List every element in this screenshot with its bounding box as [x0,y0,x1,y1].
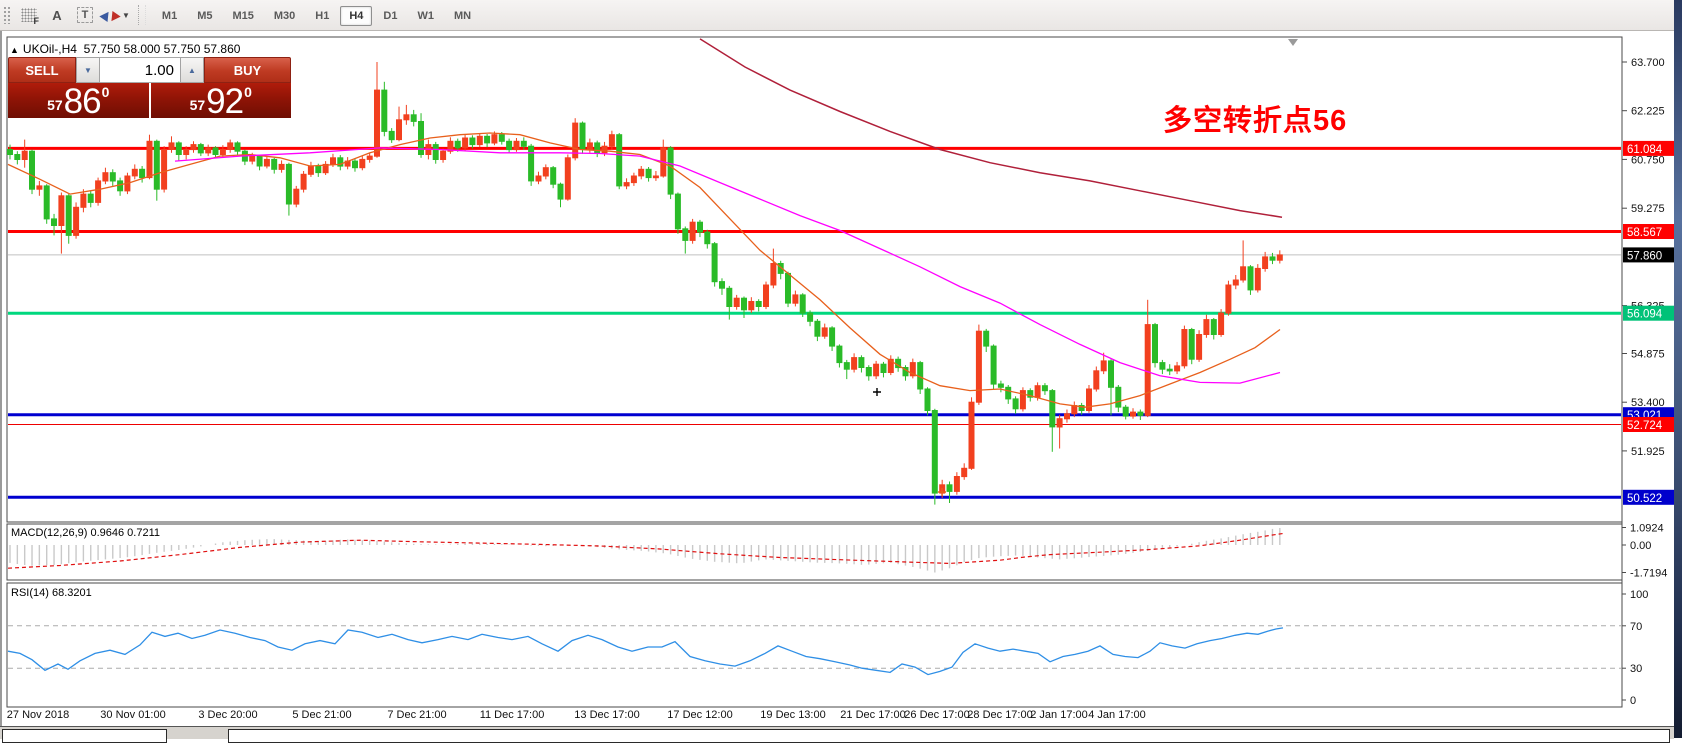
symbol-period: UKOil-,H4 [22,42,77,56]
one-click-trading-widget: SELL ▼ ▲ BUY 57 86 0 57 92 0 [8,57,291,118]
buy-button[interactable]: BUY [204,57,291,83]
draw-objects-icon[interactable]: ▼ [99,3,131,27]
time-axis-label: 21 Dec 17:00 [840,709,906,721]
timeframe-button-m5[interactable]: M5 [197,10,213,22]
time-axis-label: 7 Dec 21:00 [387,709,447,721]
timeframe-button-m30[interactable]: M30 [273,10,296,22]
timeframe-button-w1[interactable]: W1 [417,10,434,22]
bottom-tabs-strip [0,726,1674,743]
desktop-edge-strip [1674,0,1682,738]
time-axis-label: 30 Nov 01:00 [100,709,166,721]
right-shift-triangle-icon[interactable] [1288,39,1298,46]
rsi-indicator-label: RSI(14) 68.3201 [11,587,92,599]
volume-decrease-button[interactable]: ▼ [76,57,100,83]
time-axis-label: 27 Nov 2018 [6,709,70,721]
chart-text-annotation: 多空转折点56 [1163,105,1348,137]
time-axis-label: 11 Dec 17:00 [479,709,545,721]
text-box-icon[interactable]: T [72,3,98,27]
time-axis-label: 13 Dec 17:00 [574,709,640,721]
chart-tab[interactable] [2,729,167,743]
chart-window [0,31,1676,738]
timeframe-button-m1[interactable]: M1 [161,10,178,22]
sell-button[interactable]: SELL [8,57,76,83]
volume-input[interactable] [100,57,180,83]
timeframe-button-m15[interactable]: M15 [232,10,254,22]
chart-title: ▲ UKOil-,H4 57.750 58.000 57.750 57.860 [10,42,240,56]
sell-price-panel[interactable]: 57 86 0 [8,83,149,118]
timeframe-button-d1[interactable]: D1 [383,10,398,22]
toolbar: F A T ▼ M1 M5 M15 M30 H1 H4 D1 W1 MN [0,0,1674,31]
macd-indicator-label: MACD(12,26,9) 0.9646 0.7211 [11,527,160,539]
toolbar-separator [137,5,146,25]
timeframe-button-h1[interactable]: H1 [315,10,330,22]
time-axis: 27 Nov 2018 30 Nov 01:00 3 Dec 20:00 5 Dec … [0,709,1674,725]
collapse-icon[interactable]: ▲ [10,45,19,55]
dropdown-caret-icon: ▼ [122,10,130,20]
chart-template-icon[interactable]: F [16,3,42,27]
volume-increase-button[interactable]: ▲ [180,57,204,83]
grid-glyph: F [21,8,39,26]
time-axis-label: 5 Dec 21:00 [292,709,352,721]
timeframe-group: M1 M5 M15 M30 H1 H4 D1 W1 MN [152,6,481,26]
time-axis-label: 19 Dec 13:00 [760,709,826,721]
time-axis-label: 4 Jan 17:00 [1088,709,1146,721]
buy-price-panel[interactable]: 57 92 0 [150,83,291,118]
time-axis-label: 17 Dec 12:00 [667,709,733,721]
time-axis-label: 28 Dec 17:00 [967,709,1033,721]
timeframe-button-h4[interactable]: H4 [340,6,373,26]
text-label-icon[interactable]: A [52,7,62,23]
chart-tab[interactable] [228,729,1670,743]
time-axis-label: 26 Dec 17:00 [904,709,970,721]
ohlc-values: 57.750 58.000 57.750 57.860 [83,42,241,56]
time-axis-label: 2 Jan 17:00 [1030,709,1088,721]
toolbar-grip[interactable] [3,6,11,24]
timeframe-button-mn[interactable]: MN [453,10,472,22]
time-axis-label: 3 Dec 20:00 [198,709,258,721]
